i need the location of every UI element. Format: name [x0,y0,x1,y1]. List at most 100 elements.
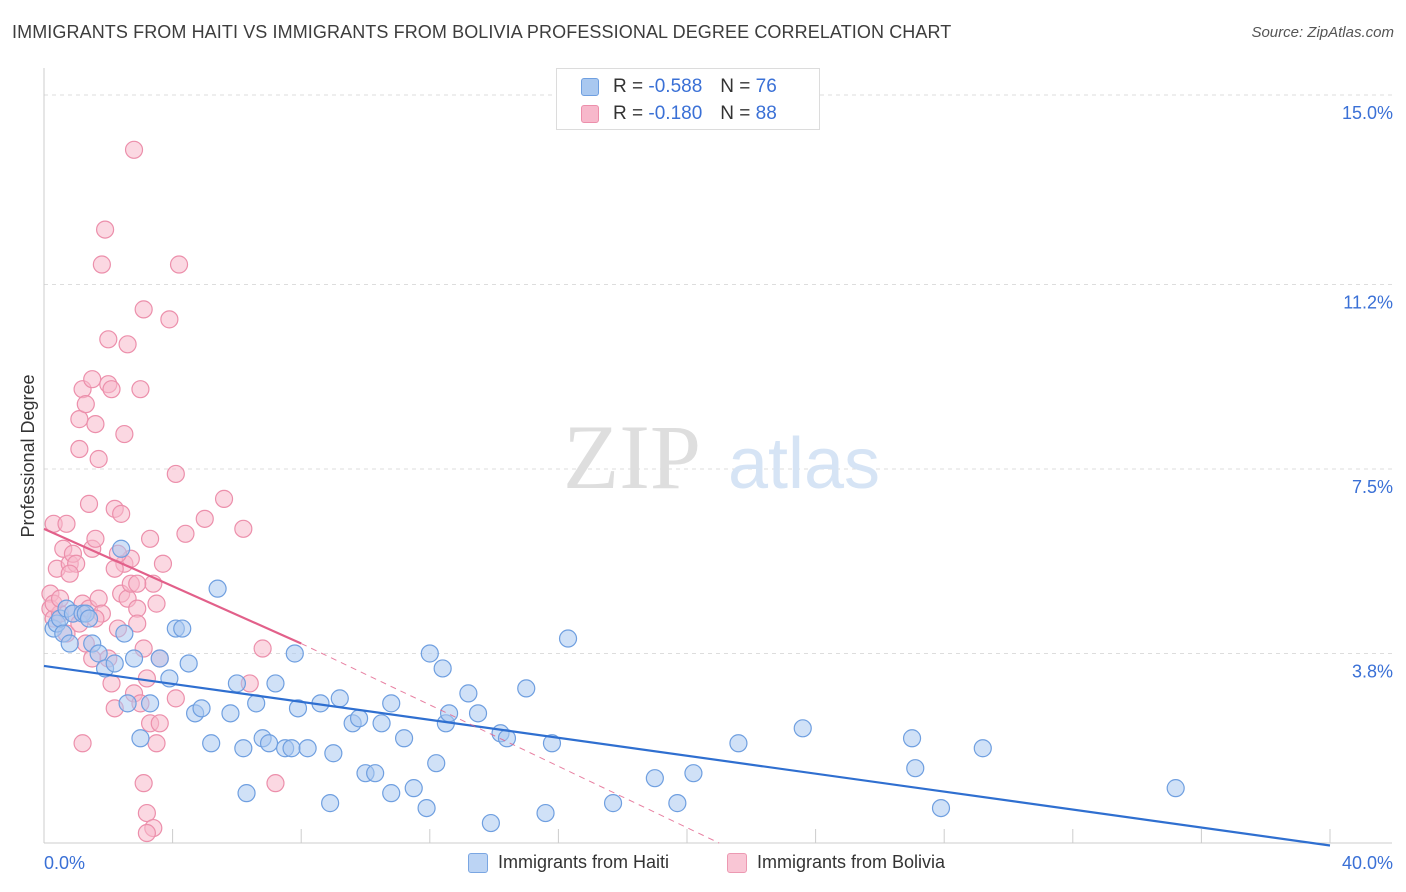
haiti-point-47 [349,709,369,728]
legend-item-bolivia[interactable]: Immigrants from Bolivia [727,852,945,873]
correlation-legend: R = -0.588 N = 76 R = -0.180 N = 88 [556,68,820,130]
haiti-point-73 [684,764,703,783]
haiti-r-label: R = [613,76,644,97]
haiti-point-55 [417,798,436,818]
bolivia-legend-label: Immigrants from Bolivia [757,852,946,872]
haiti-point-19 [140,694,160,713]
bolivia-r-label: R = [613,103,644,124]
haiti-point-72 [668,794,687,813]
tick-labels: 3.8% 7.5% 11.2% 15.0% 0.0% 40.0% [44,103,1393,873]
haiti-point-35 [266,674,285,693]
legend-item-haiti[interactable]: Immigrants from Haiti [468,852,669,873]
haiti-point-67 [536,803,555,823]
bolivia-point-43 [83,370,102,389]
bolivia-point-85 [128,614,147,633]
y-tick-label-3: 15.0% [1342,103,1393,123]
bolivia-point-57 [124,140,144,159]
haiti-point-57 [433,659,452,678]
haiti-point-75 [793,719,812,738]
bolivia-point-34 [150,714,169,733]
bolivia-point-76 [137,823,156,843]
haiti-point-44 [324,744,343,763]
bolivia-point-47 [95,220,115,239]
bolivia-point-54 [115,424,134,444]
grid-lines [44,94,1392,654]
haiti-point-13 [105,654,124,673]
y-tick-label-0: 3.8% [1352,661,1393,681]
bolivia-point-53 [112,504,131,523]
bolivia-point-64 [160,310,179,329]
haiti-point-61 [459,684,478,703]
bolivia-point-59 [131,380,150,399]
haiti-point-39 [285,644,304,663]
watermark-atlas: atlas [728,424,880,504]
y-tick-label-2: 11.2% [1343,292,1393,312]
haiti-legend-label: Immigrants from Haiti [498,852,670,872]
bolivia-point-50 [102,380,121,399]
haiti-point-36 [259,734,279,753]
haiti-point-5 [60,634,79,653]
legend-row-haiti: R = -0.588 N = 76 [581,76,777,98]
haiti-point-29 [221,704,240,723]
bolivia-point-65 [166,464,185,484]
haiti-point-43 [321,794,340,813]
haiti-point-79 [973,739,992,758]
haiti-point-32 [237,784,256,803]
bolivia-point-15 [86,529,105,548]
bolivia-point-55 [118,335,137,354]
chart-title: IMMIGRANTS FROM HAITI VS IMMIGRANTS FROM… [12,22,952,42]
bolivia-point-58 [128,574,147,593]
haiti-points [44,539,1185,833]
haiti-point-71 [645,769,664,788]
bolivia-point-42 [79,494,99,513]
bolivia-point-41 [76,395,95,414]
haiti-point-52 [394,729,414,748]
x-tick-label-0: 0.0% [44,853,85,873]
haiti-point-74 [729,734,748,753]
haiti-point-41 [298,739,317,758]
bolivia-point-33 [147,734,166,753]
haiti-point-51 [382,694,401,713]
haiti-point-26 [192,699,211,718]
haiti-point-53 [382,784,401,803]
legend-row-bolivia: R = -0.180 N = 88 [581,103,777,125]
haiti-point-27 [202,734,221,753]
haiti-point-49 [366,764,385,783]
haiti-point-20 [150,649,169,668]
bolivia-r-value: -0.180 [648,103,703,124]
haiti-point-56 [420,644,439,663]
bolivia-point-16 [89,589,108,608]
bolivia-point-77 [134,774,153,793]
haiti-point-70 [603,794,623,813]
haiti-point-18 [131,729,150,748]
haiti-point-63 [481,813,500,833]
haiti-point-9 [79,609,99,628]
bolivia-point-48 [99,330,118,349]
bolivia-point-62 [147,594,166,613]
haiti-n-value: 76 [755,76,777,97]
haiti-point-38 [282,739,301,758]
bolivia-point-63 [153,554,173,573]
haiti-point-24 [179,654,198,673]
haiti-point-54 [404,779,423,798]
bolivia-point-68 [195,509,214,528]
haiti-point-58 [427,754,446,773]
haiti-point-23 [173,619,192,638]
haiti-swatch [581,78,599,96]
bolivia-point-46 [92,255,111,274]
bolivia-legend-swatch [727,852,747,873]
haiti-point-80 [1166,779,1185,798]
bolivia-trend-line [43,527,302,645]
haiti-point-40 [288,699,308,718]
haiti-point-30 [227,674,246,693]
series-legend: Immigrants from Haiti Immigrants from Bo… [0,852,1406,876]
haiti-trend-line [43,664,1331,847]
watermark-zip: ZIP [563,406,701,508]
haiti-point-69 [558,629,578,648]
bolivia-point-38 [70,439,89,459]
bolivia-point-70 [234,519,253,538]
bolivia-n-label: N = [720,103,751,124]
haiti-point-78 [931,798,951,818]
haiti-point-60 [439,704,459,723]
